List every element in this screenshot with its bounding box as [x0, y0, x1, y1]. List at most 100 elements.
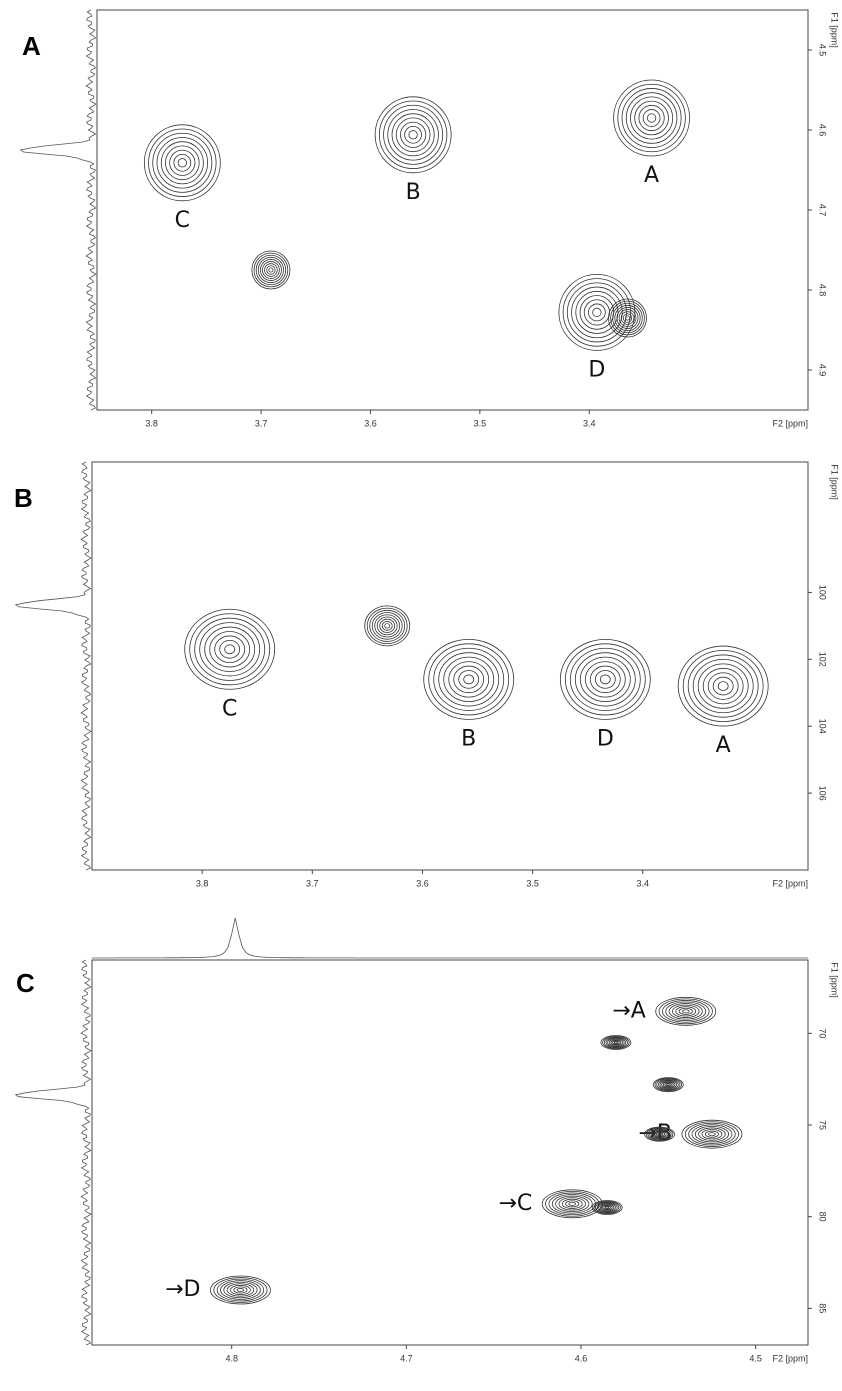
- y-tick-label: 4.8: [818, 284, 828, 297]
- contour-line: [634, 100, 669, 136]
- contour-line: [712, 676, 734, 696]
- contour-line: [566, 282, 627, 343]
- peak-contour: [655, 996, 717, 1026]
- y-tick-label: 4.9: [818, 364, 828, 377]
- projection-f1: [19, 9, 97, 411]
- contour-line: [173, 153, 192, 172]
- x-tick-label: 4.7: [400, 1353, 413, 1363]
- contour-line: [698, 1127, 726, 1141]
- peak-label: →C: [498, 1191, 532, 1216]
- contour-line: [688, 1122, 736, 1146]
- contour-line: [654, 1131, 665, 1137]
- contour-line: [601, 1204, 613, 1211]
- contour-line: [558, 1197, 586, 1211]
- contour-line: [387, 109, 439, 161]
- peak-contour: [210, 1275, 271, 1305]
- contour-line: [255, 254, 287, 286]
- panel-label: C: [16, 968, 35, 998]
- contour-line: [584, 661, 626, 698]
- contour-line: [156, 137, 209, 189]
- contour-line: [649, 1129, 670, 1140]
- contour-line: [612, 1040, 620, 1045]
- contour-line: [433, 647, 505, 711]
- contour-line: [251, 250, 291, 290]
- contour-line: [374, 614, 401, 638]
- peak-contour: [677, 645, 769, 727]
- contour-line: [664, 1082, 673, 1087]
- x-tick-label: 3.4: [583, 418, 596, 428]
- x-axis-label: F2 [ppm]: [772, 1353, 808, 1363]
- contour-line: [568, 1201, 576, 1206]
- contour-line: [593, 1200, 621, 1215]
- contour-line: [600, 1035, 632, 1050]
- contour-line: [257, 256, 284, 284]
- contour-line: [210, 1275, 271, 1305]
- contour-line: [548, 1192, 596, 1216]
- contour-line: [607, 1038, 625, 1047]
- plot-frame: [91, 959, 809, 1346]
- contour-line: [268, 267, 274, 273]
- contour-line: [555, 1195, 590, 1213]
- y-tick-label: 80: [818, 1212, 828, 1222]
- contour-line: [596, 1202, 618, 1213]
- x-tick-label: 4.6: [575, 1353, 588, 1363]
- y-tick-label: 4.7: [818, 204, 828, 217]
- peak-label: →D: [165, 1277, 200, 1302]
- y-axis-label: F1 [ppm]: [830, 464, 840, 500]
- contour-line: [169, 149, 196, 176]
- contour-line: [610, 300, 645, 336]
- x-tick-label: 3.5: [526, 878, 539, 888]
- plot-frame: [91, 461, 809, 871]
- contour-line: [404, 125, 422, 144]
- x-axis-label: F2 [ppm]: [772, 878, 808, 888]
- contour-line: [219, 639, 241, 659]
- contour-line: [652, 1130, 667, 1138]
- peak-contour: [541, 1189, 603, 1219]
- contour-line: [395, 117, 431, 153]
- contour-line: [266, 265, 276, 275]
- contour-line: [259, 259, 282, 281]
- contour-line: [264, 263, 278, 277]
- contour-line: [602, 1035, 630, 1050]
- y-tick-label: 75: [818, 1120, 828, 1130]
- contour-line: [551, 1194, 593, 1214]
- contour-line: [666, 1083, 671, 1086]
- contour-line: [662, 1000, 710, 1023]
- peak-contour: [644, 1126, 675, 1142]
- contour-line: [379, 618, 396, 633]
- peak-contour: [559, 638, 651, 720]
- contour-line: [704, 1130, 720, 1138]
- contour-line: [143, 124, 221, 202]
- contour-line: [216, 1278, 265, 1302]
- contour-line: [152, 132, 213, 193]
- contour-line: [199, 622, 261, 677]
- contour-line: [616, 307, 639, 329]
- peak-label: C: [175, 208, 190, 233]
- x-tick-label: 3.8: [196, 878, 209, 888]
- contour-line: [613, 1041, 618, 1044]
- contour-line: [165, 145, 200, 181]
- contour-line: [559, 638, 651, 720]
- x-tick-label: 3.8: [145, 418, 158, 428]
- contour-line: [391, 113, 435, 157]
- contour-line: [463, 674, 475, 685]
- x-tick-label: 4.5: [749, 1353, 762, 1363]
- contour-line: [589, 665, 621, 694]
- x-tick-label: 4.8: [225, 1353, 238, 1363]
- contour-line: [691, 1124, 733, 1144]
- peak-label: A: [716, 733, 731, 758]
- plot-frame: [96, 9, 809, 411]
- contour-line: [214, 635, 246, 664]
- y-tick-label: 85: [818, 1303, 828, 1313]
- contour-line: [617, 83, 686, 153]
- contour-line: [376, 616, 398, 636]
- contour-line: [661, 1081, 676, 1089]
- contour-line: [236, 1288, 245, 1292]
- contour-line: [701, 1129, 723, 1140]
- contour-line: [204, 626, 256, 672]
- contour-line: [541, 1189, 603, 1219]
- peak-label: B: [461, 726, 476, 751]
- contour-line: [374, 96, 452, 174]
- contour-line: [453, 665, 485, 694]
